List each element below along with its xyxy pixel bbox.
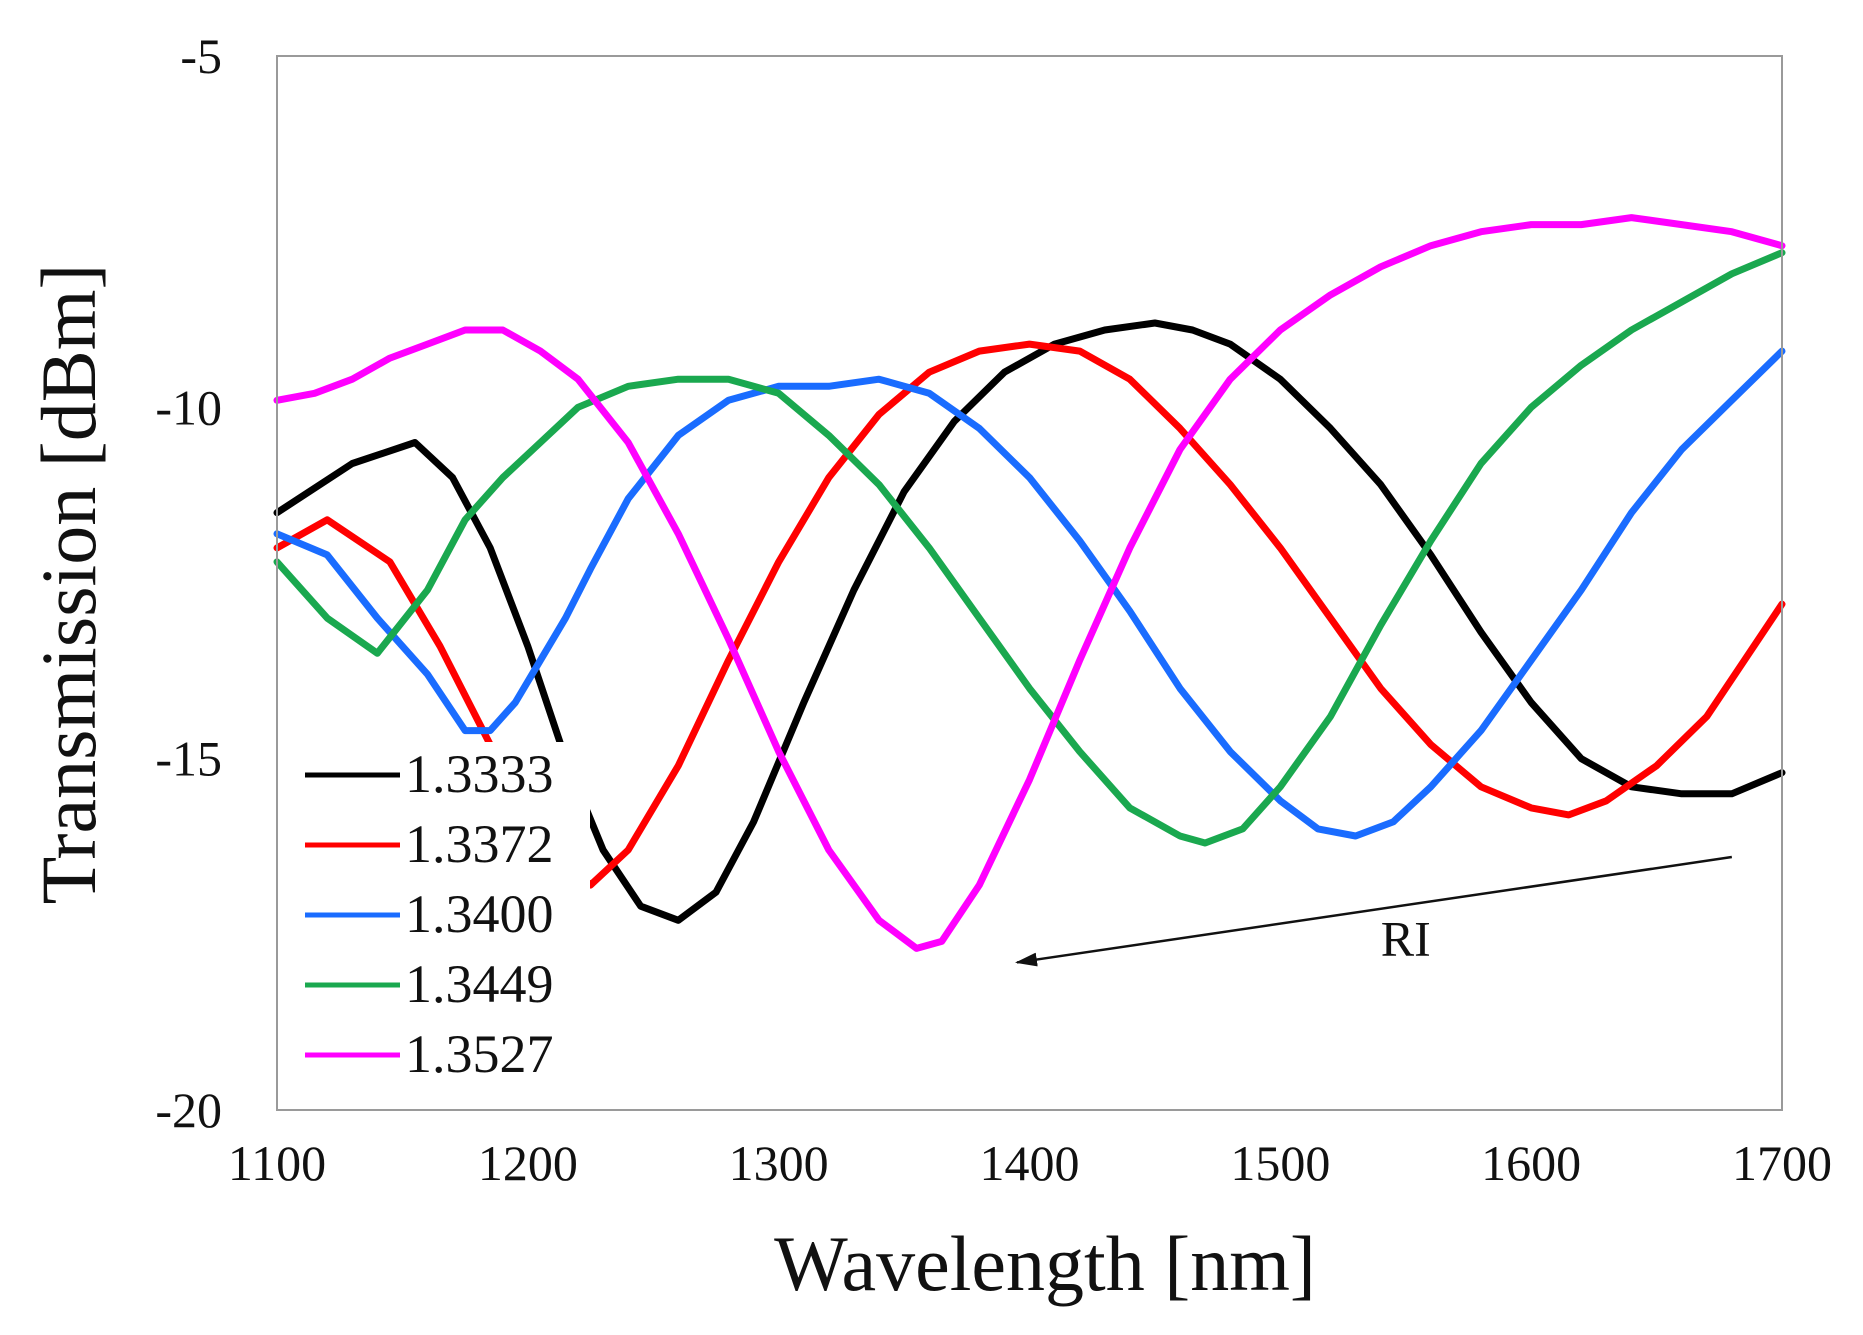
legend-label: 1.3372	[405, 814, 554, 874]
y-tick-label: -20	[155, 1082, 222, 1138]
series-line-1-3400	[273, 347, 1786, 840]
ri-arrow	[1014, 855, 1733, 967]
series-line-1-3449	[273, 249, 1786, 847]
x-tick-labels: 1100 1200 1300 1400 1500 1600 1700	[228, 1135, 1832, 1191]
ri-label: RI	[1381, 910, 1431, 966]
series-line-1-3527	[273, 214, 1786, 952]
x-tick-label: 1400	[980, 1135, 1080, 1191]
x-tick-label: 1200	[478, 1135, 578, 1191]
plot-frame	[276, 55, 1783, 1111]
y-tick-label: -15	[155, 731, 222, 787]
x-tick-label: 1700	[1732, 1135, 1832, 1191]
legend: 1.3333 1.3372 1.3400 1.3449 1.3527	[300, 742, 590, 1102]
x-tick-label: 1500	[1230, 1135, 1330, 1191]
x-tick-label: 1100	[228, 1135, 326, 1191]
y-tick-label: -5	[180, 28, 222, 84]
x-axis-label: Wavelength [nm]	[774, 1220, 1316, 1307]
legend-label: 1.3333	[405, 744, 554, 804]
y-tick-label: -10	[155, 379, 222, 435]
legend-label: 1.3400	[405, 884, 554, 944]
legend-background	[300, 742, 590, 1102]
legend-label: 1.3449	[405, 954, 554, 1014]
y-axis-label: Transmission [dBm]	[25, 264, 112, 905]
annotation-ri: RI	[1014, 855, 1733, 967]
legend-label: 1.3527	[405, 1024, 554, 1084]
x-tick-label: 1300	[729, 1135, 829, 1191]
x-tick-label: 1600	[1481, 1135, 1581, 1191]
y-tick-labels: -5 -10 -15 -20	[155, 28, 222, 1138]
